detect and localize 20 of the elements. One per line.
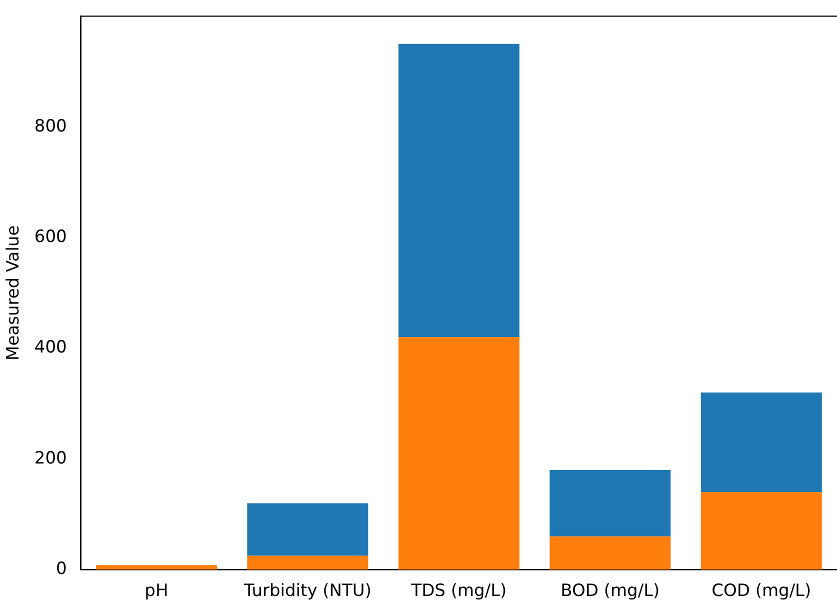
x-tick-label: COD (mg/L) — [712, 581, 812, 602]
y-axis-title: Measured Value — [4, 225, 24, 360]
y-tick-label: 600 — [34, 226, 67, 247]
bar — [247, 503, 368, 556]
bar — [96, 565, 217, 570]
x-tick-label: Turbidity (NTU) — [242, 581, 372, 602]
bar — [550, 470, 671, 536]
bar — [700, 492, 822, 570]
bar — [700, 392, 822, 492]
y-tick-label: 0 — [56, 559, 67, 580]
bar — [398, 337, 520, 570]
bar — [398, 44, 520, 338]
y-tick-label: 800 — [34, 116, 67, 136]
bar — [247, 556, 368, 570]
y-tick-label: 200 — [34, 448, 67, 468]
x-tick-label: pH — [144, 581, 168, 602]
y-tick-label: 400 — [34, 338, 67, 358]
x-tick-label: BOD (mg/L) — [560, 581, 660, 602]
x-tick-label: TDS (mg/L) — [410, 581, 507, 602]
bar — [550, 536, 671, 570]
